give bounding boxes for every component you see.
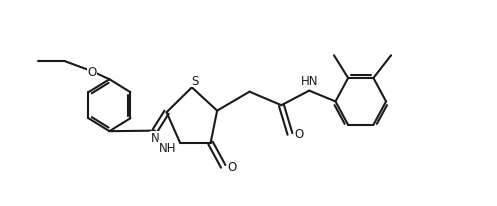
Text: S: S: [191, 74, 199, 87]
Text: NH: NH: [159, 141, 176, 154]
Text: O: O: [228, 160, 237, 173]
Text: O: O: [87, 65, 96, 78]
Text: N: N: [151, 132, 160, 144]
Text: HN: HN: [301, 75, 318, 88]
Text: O: O: [294, 128, 304, 141]
